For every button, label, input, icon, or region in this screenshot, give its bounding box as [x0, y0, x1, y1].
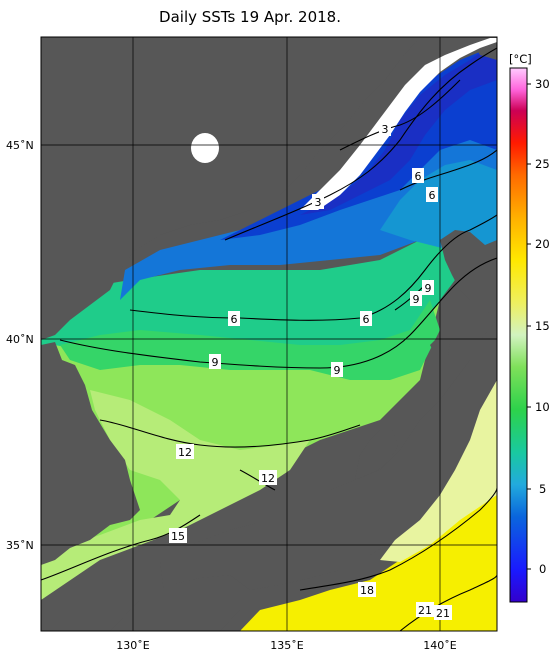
svg-text:3: 3 — [382, 123, 389, 136]
contour-label: 9 — [331, 362, 343, 377]
contour-label: 12 — [259, 470, 277, 485]
axis-labels: 45˚N 40˚N 35˚N 130˚E 135˚E 140˚E — [6, 139, 457, 652]
sea-mid — [41, 230, 470, 360]
map-field — [41, 37, 497, 631]
contour-label: 6 — [426, 187, 438, 202]
sea-pacific-shelf — [380, 370, 497, 562]
svg-text:6: 6 — [231, 313, 238, 326]
noto-land — [355, 430, 398, 480]
sst-contours — [41, 47, 497, 631]
contour-label: 15 — [169, 528, 187, 543]
contour-labels: 3 3 6 6 6 6 9 9 9 9 12 12 15 18 21 21 — [169, 121, 452, 620]
svg-text:12: 12 — [261, 472, 275, 485]
contour-label: 6 — [360, 311, 372, 326]
svg-text:15: 15 — [535, 319, 550, 333]
map-title: Daily SSTs 19 Apr. 2018. — [159, 8, 341, 26]
svg-text:9: 9 — [425, 282, 432, 295]
honshu-land — [160, 320, 497, 600]
contour-21 — [399, 574, 497, 631]
colorbar-unit: [°C] — [509, 52, 532, 66]
colorbar-ticks: 30 25 20 15 10 5 0 — [527, 77, 550, 576]
svg-text:10: 10 — [535, 400, 550, 414]
sea-north — [120, 70, 497, 300]
svg-text:18: 18 — [360, 584, 374, 597]
sea-pacific — [240, 490, 497, 631]
contour-12a — [99, 419, 361, 448]
korea-land — [41, 342, 140, 565]
svg-text:6: 6 — [363, 313, 370, 326]
sea-mid-light — [60, 300, 440, 380]
colorbar-scale — [509, 67, 528, 603]
contour-label: 12 — [176, 444, 194, 459]
graticule — [41, 37, 497, 631]
svg-text:15: 15 — [171, 530, 185, 543]
contour-9a — [59, 257, 497, 369]
contour-15 — [41, 514, 201, 581]
russia-land — [41, 37, 420, 340]
contour-label: 9 — [410, 291, 422, 306]
hokkaido-land — [440, 230, 497, 320]
lat-label: 45˚N — [6, 139, 34, 152]
svg-text:9: 9 — [413, 293, 420, 306]
svg-text:5: 5 — [539, 482, 546, 496]
contour-label: 9 — [422, 280, 434, 295]
contour-label: 9 — [209, 354, 221, 369]
svg-text:0: 0 — [539, 562, 546, 576]
contour-3a — [224, 47, 497, 241]
sea-coldest — [300, 40, 497, 215]
lon-label: 140˚E — [423, 639, 456, 652]
contour-label: 6 — [412, 168, 424, 183]
contour-label: 18 — [358, 582, 376, 597]
svg-text:12: 12 — [178, 446, 192, 459]
map-frame — [40, 36, 498, 632]
contour-label: 3 — [379, 121, 391, 136]
lat-label: 35˚N — [6, 539, 34, 552]
svg-text:30: 30 — [535, 77, 550, 91]
lake-khanka — [191, 133, 219, 163]
sea-south-coast — [41, 390, 310, 600]
contour-label: 3 — [312, 194, 324, 209]
svg-text:9: 9 — [334, 364, 341, 377]
svg-text:21: 21 — [436, 607, 450, 620]
contour-label: 21 — [434, 605, 452, 620]
contour-label: 21 — [416, 602, 434, 617]
lat-label: 40˚N — [6, 333, 34, 346]
svg-text:6: 6 — [429, 189, 436, 202]
contour-3b — [339, 79, 461, 151]
svg-text:3: 3 — [315, 196, 322, 209]
lon-label: 135˚E — [270, 639, 303, 652]
lon-label: 130˚E — [116, 639, 149, 652]
svg-text:21: 21 — [418, 604, 432, 617]
svg-text:9: 9 — [212, 356, 219, 369]
svg-text:25: 25 — [535, 157, 550, 171]
contour-6a — [129, 214, 497, 321]
svg-text:6: 6 — [415, 170, 422, 183]
svg-text:20: 20 — [535, 237, 550, 251]
southwest-japan-land — [110, 575, 250, 631]
contour-label: 6 — [228, 311, 240, 326]
no-data-strip — [300, 38, 497, 210]
contour-18 — [299, 487, 497, 591]
colorbar: [°C] 30 25 20 15 10 5 0 — [509, 52, 550, 603]
